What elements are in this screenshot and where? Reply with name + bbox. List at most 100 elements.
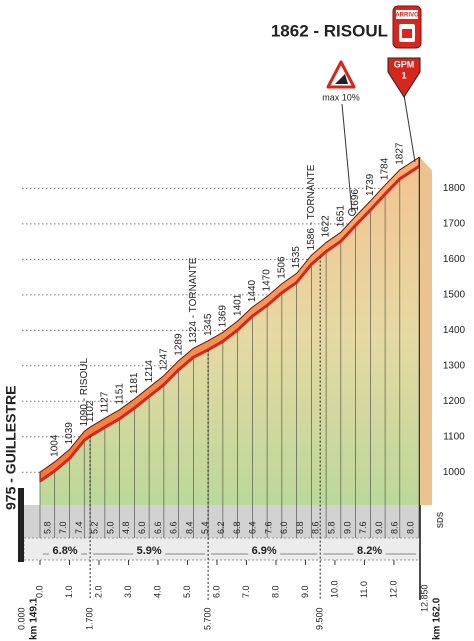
altitude-label: 1622	[321, 215, 332, 238]
sector-label-bg	[353, 545, 386, 557]
segment-gradient: 6.2	[216, 521, 226, 534]
km-marker-label: 5.700	[202, 607, 212, 630]
altitude-label: 1827	[394, 142, 405, 165]
y-tick-label: 1000	[443, 467, 466, 478]
sector-label-bg	[49, 545, 82, 557]
segment-gradient: 6.4	[248, 521, 258, 534]
km-marker-label: 9.500	[315, 607, 325, 630]
max-gradient-label: max 10%	[322, 92, 360, 102]
segment-gradient: 5.8	[327, 521, 337, 534]
segment-gradient: 5.0	[105, 521, 115, 534]
altitude-label: 1651	[335, 205, 346, 228]
finish-icon-inner	[402, 29, 412, 38]
altitude-label: 1247	[159, 348, 170, 371]
altitude-label: 1470	[262, 269, 273, 292]
y-tick-label: 1400	[443, 325, 466, 336]
max-gradient-sign	[326, 60, 356, 89]
profile-line	[39, 165, 420, 483]
segment-gradient: 6.0	[279, 521, 289, 534]
sector-label: 6.9%	[252, 545, 277, 557]
max-gradient-icon	[335, 74, 348, 84]
x-tick-label: 4.0	[152, 585, 162, 598]
gpm-label: GPM	[394, 59, 415, 69]
segment-gradient: 5.2	[90, 521, 100, 534]
finish-sign-label-bg	[396, 10, 418, 19]
y-tick-label: 1600	[443, 254, 466, 265]
altitude-label: 1345	[203, 313, 214, 336]
altitude-label: 1090 - RISOUL	[79, 358, 90, 427]
altitude-label: 1440	[247, 279, 258, 302]
segment-gradient: 6.0	[137, 521, 147, 534]
x-tick-label: 0.0	[34, 585, 44, 598]
segment-gradient: 6.6	[153, 521, 163, 534]
x-tick-label: 6.0	[211, 585, 221, 598]
sector-label-bg	[133, 545, 166, 557]
altitude-label: 1289	[173, 333, 184, 356]
segment-gradient: 8.0	[405, 521, 415, 534]
segment-gradient: 7.4	[74, 521, 84, 534]
x-tick-label: 12.0	[388, 580, 398, 598]
segment-gradient: 7.0	[58, 521, 68, 534]
segment-gradient: 7.6	[358, 521, 368, 534]
gpm-sign	[387, 57, 421, 98]
y-tick-label: 1300	[443, 360, 466, 371]
left-post	[18, 488, 24, 562]
end-km-label: km 162.0	[432, 597, 443, 640]
finish-sign-label: ARRIVO	[395, 13, 419, 19]
km-marker-label: 12.850	[419, 584, 429, 612]
sector-label: 8.2%	[357, 545, 382, 557]
segment-gradient: 8.4	[184, 521, 194, 534]
start-label: 975 - GUILLESTRE	[3, 386, 19, 510]
profile-side	[420, 157, 432, 506]
altitude-label: 1004	[49, 434, 60, 457]
altitude-label: 1506	[276, 256, 287, 279]
altitude-label: 1214	[144, 360, 155, 383]
altitude-label: 1739	[365, 173, 376, 196]
altitude-label: 1127	[100, 391, 111, 413]
x-tick-label: 10.0	[329, 580, 339, 598]
altitude-label: 1401	[232, 293, 243, 316]
segment-gradient: 5.8	[42, 521, 52, 534]
altitude-label: 1181	[129, 372, 140, 394]
altitude-label: 1324 - TORNANTE	[188, 257, 199, 343]
x-tick-label: 3.0	[123, 585, 133, 598]
start-km-label: km 149.1	[29, 597, 40, 640]
segment-gradient: 4.8	[121, 521, 131, 534]
segment-gradient: 6.8	[232, 521, 242, 534]
y-tick-label: 1200	[443, 396, 466, 407]
gpm-category: 1	[401, 70, 406, 80]
segment-gradient: 7.6	[263, 521, 273, 534]
x-tick-label: 7.0	[241, 585, 251, 598]
y-tick-label: 1100	[443, 431, 465, 442]
logo: SDS	[436, 511, 445, 528]
finish-title: 1862 - RISOUL	[271, 21, 388, 40]
segment-gradient: 8.6	[390, 521, 400, 534]
x-tick-label: 8.0	[270, 585, 280, 598]
segment-gradient: 5.4	[200, 521, 210, 534]
altitude-label: 1369	[218, 305, 229, 328]
sector-label: 6.8%	[53, 545, 78, 557]
y-tick-label: 1500	[443, 289, 466, 300]
segment-gradient: 8.8	[295, 521, 305, 534]
x-tick-label: 5.0	[182, 585, 192, 598]
y-tick-label: 1700	[443, 219, 466, 230]
segment-gradient: 9.0	[374, 521, 384, 534]
profile-area	[40, 166, 419, 506]
altitude-label: 1535	[291, 246, 302, 269]
sector-label: 5.9%	[137, 545, 162, 557]
segment-gradient: 6.6	[169, 521, 179, 534]
segment-gradient: 9.0	[342, 521, 352, 534]
y-tick-label: 1800	[443, 183, 466, 194]
base: 1000 1100 1200 1300 1400 1500 1600 1700 1800 975 …	[3, 142, 466, 640]
sector-label-bg	[248, 545, 281, 557]
x-tick-label: 9.0	[300, 585, 310, 598]
max-gradient-pointer	[341, 103, 353, 213]
segment-gradient: 8.6	[311, 521, 321, 534]
x-tick-label: 1.0	[64, 585, 74, 598]
altitude-label: 1102	[85, 400, 96, 422]
altitude-label: 1586 - TORNANTE	[306, 164, 317, 250]
x-tick-label: 2.0	[93, 585, 103, 598]
km-marker-label: 1.700	[85, 607, 95, 630]
km-marker-label: 0.000	[16, 607, 26, 630]
